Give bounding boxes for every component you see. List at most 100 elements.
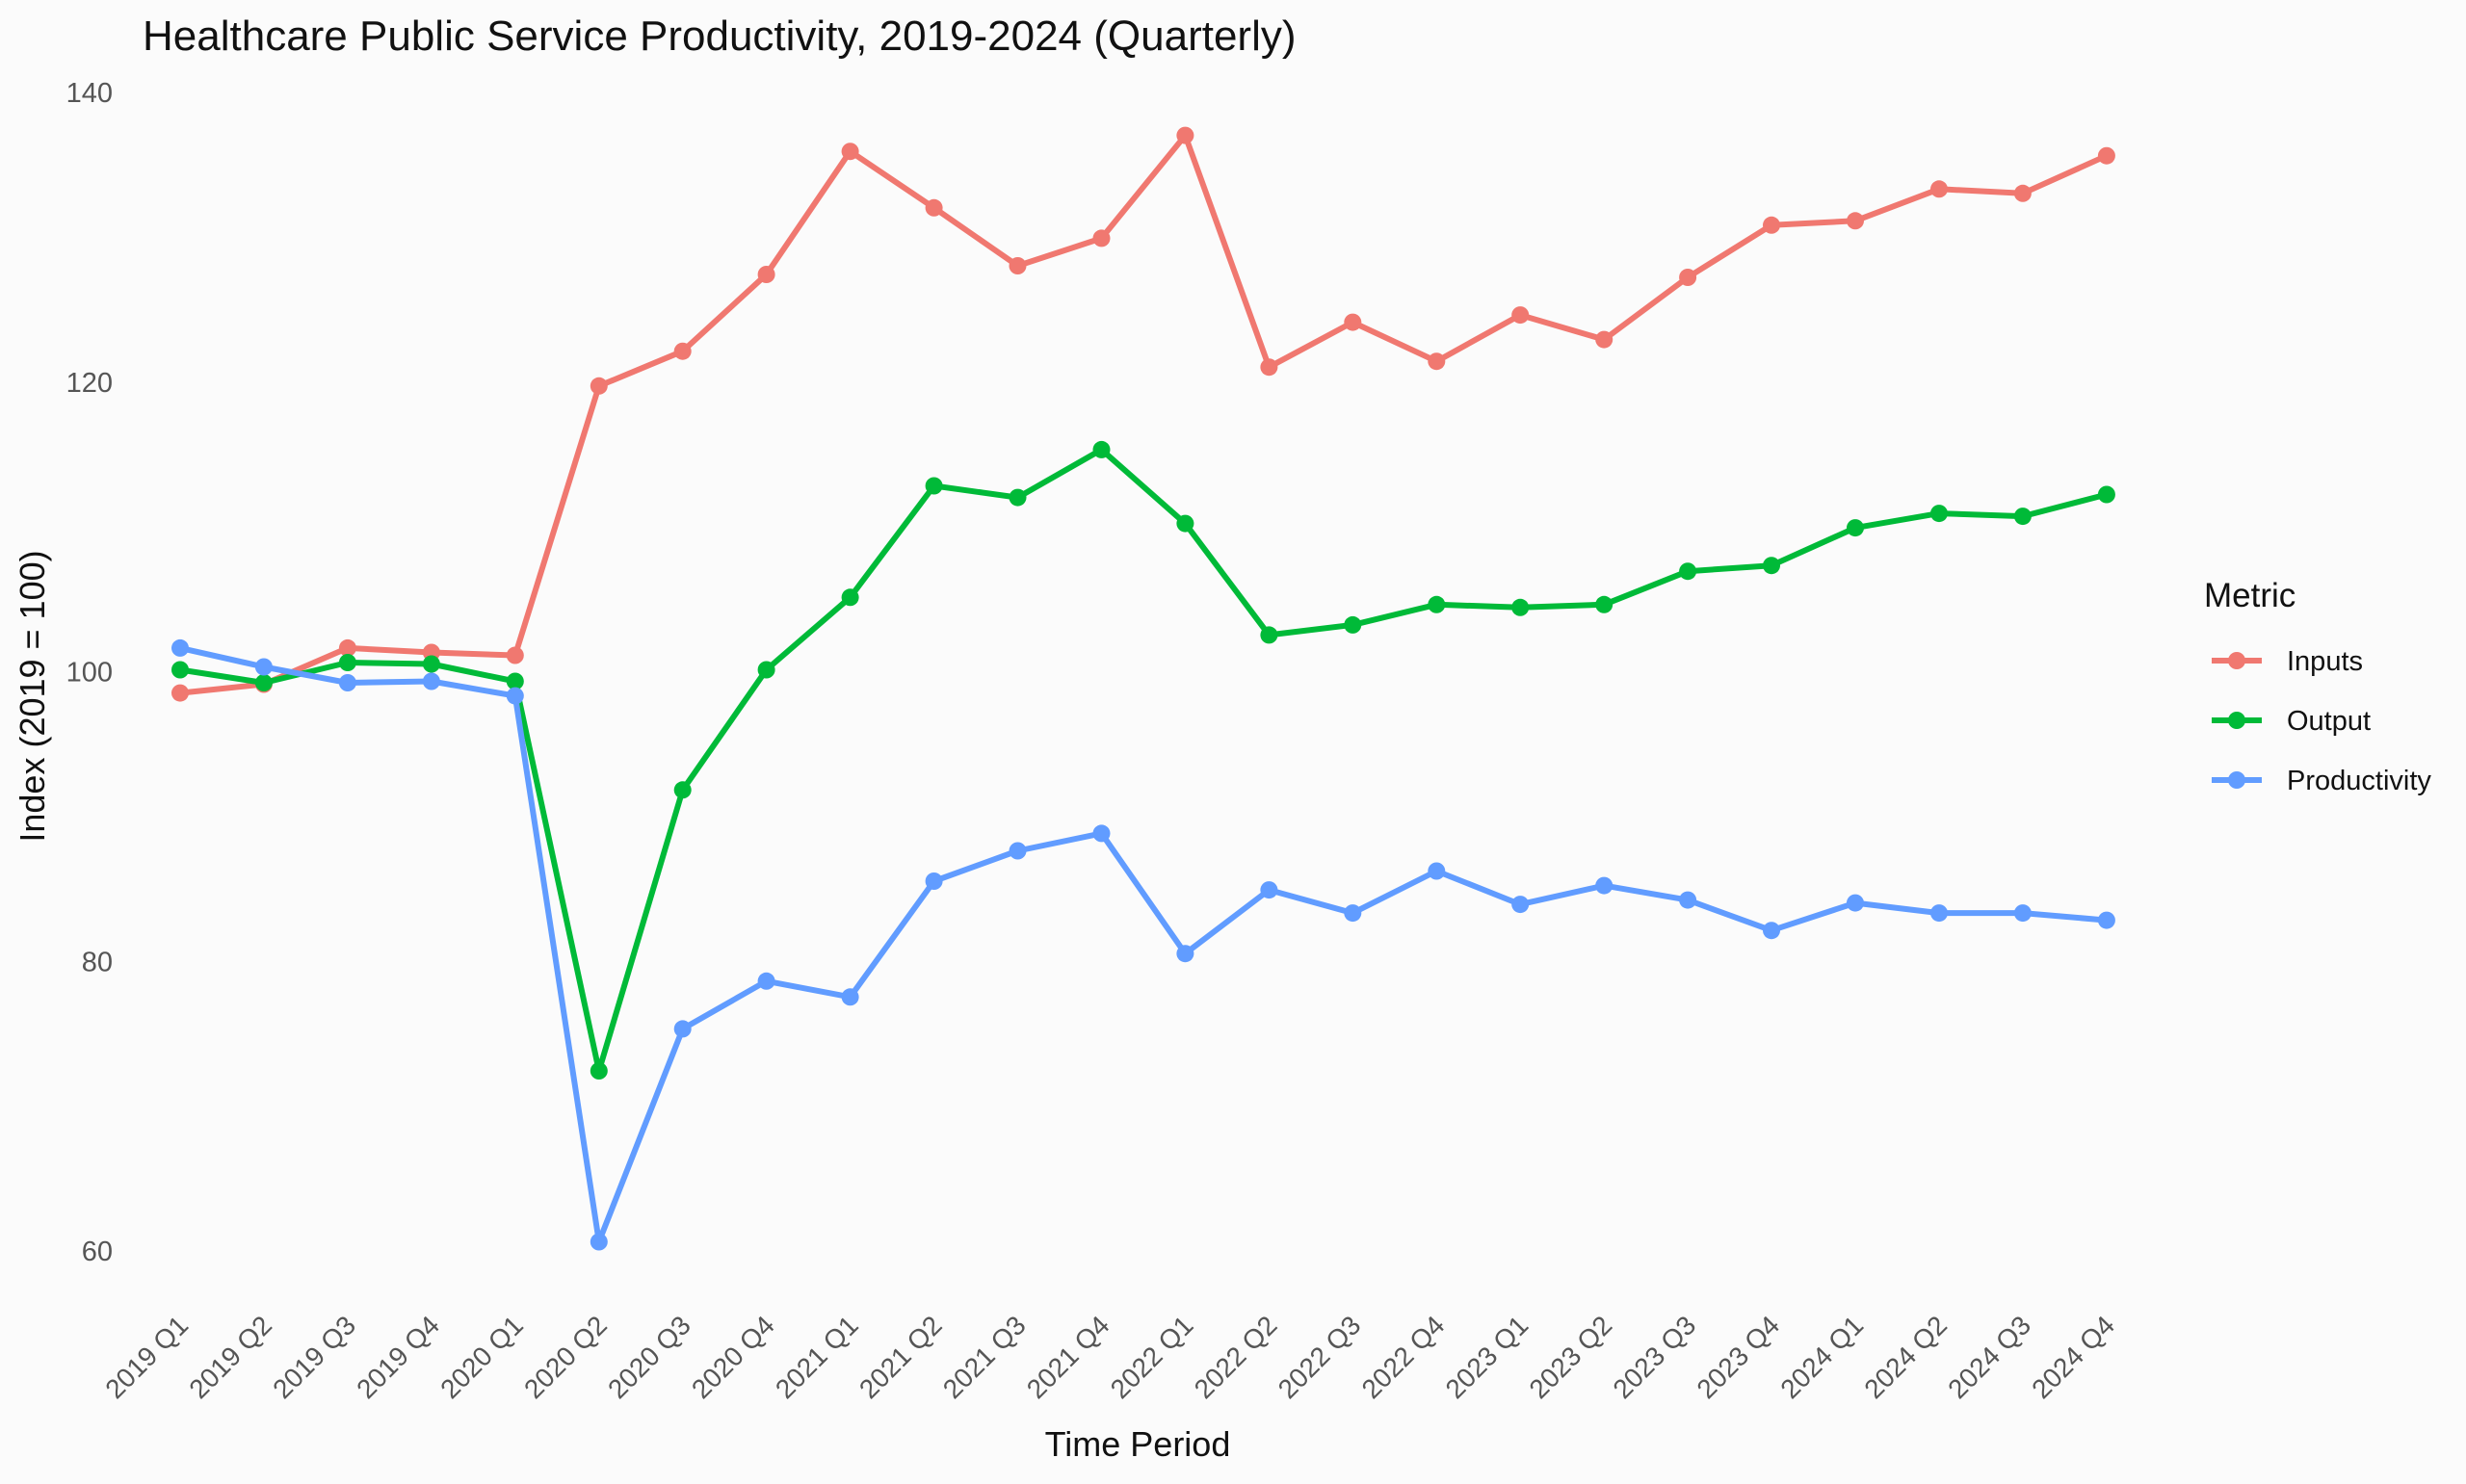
data-point xyxy=(1428,595,1446,613)
data-point xyxy=(1679,269,1697,286)
data-point xyxy=(1176,514,1194,533)
data-point xyxy=(1930,180,1948,198)
data-point xyxy=(506,672,524,690)
data-point xyxy=(171,661,189,679)
data-point xyxy=(1176,126,1194,144)
data-point xyxy=(338,674,356,691)
series-line xyxy=(177,446,2110,1074)
data-point xyxy=(2013,904,2032,923)
series-line xyxy=(177,132,2110,696)
data-point xyxy=(1595,595,1613,613)
y-tick-label: 120 xyxy=(66,368,113,399)
data-point xyxy=(1092,824,1111,843)
data-point xyxy=(1679,562,1697,581)
data-point xyxy=(1763,922,1780,940)
data-point xyxy=(254,658,273,676)
data-point xyxy=(1763,557,1780,575)
data-point xyxy=(757,661,775,679)
legend-item: Inputs xyxy=(2212,646,2363,677)
legend-swatch-point xyxy=(2228,652,2245,669)
data-point xyxy=(1511,306,1530,325)
y-tick-label: 140 xyxy=(66,78,113,109)
data-point xyxy=(254,674,273,691)
legend-label: Inputs xyxy=(2287,646,2363,677)
data-point xyxy=(1092,440,1111,458)
y-tick-label: 100 xyxy=(66,658,113,689)
data-point xyxy=(925,477,943,495)
data-point xyxy=(1847,894,1864,912)
legend: Metric Inputs Output Productivity xyxy=(2204,577,2431,796)
data-point xyxy=(1763,216,1780,234)
data-point xyxy=(1595,330,1613,349)
y-tick-label: 60 xyxy=(82,1237,113,1267)
data-point xyxy=(422,672,440,690)
data-point xyxy=(1679,891,1697,909)
data-point xyxy=(1260,358,1278,377)
data-point xyxy=(590,377,608,395)
data-point xyxy=(1930,505,1948,523)
data-point xyxy=(757,972,775,990)
data-point xyxy=(1930,904,1948,923)
series-output xyxy=(171,440,2115,1080)
data-point xyxy=(171,684,189,702)
data-point xyxy=(673,1020,692,1038)
legend-item: Output xyxy=(2212,706,2371,737)
series-productivity xyxy=(171,638,2115,1251)
legend-swatch-point xyxy=(2228,771,2245,789)
legend-label: Productivity xyxy=(2287,766,2431,796)
legend-item: Productivity xyxy=(2212,766,2431,796)
data-point xyxy=(2097,485,2115,504)
chart-title: Healthcare Public Service Productivity, … xyxy=(143,13,1297,60)
data-point xyxy=(590,1062,608,1080)
series-layer xyxy=(171,126,2115,1251)
legend-title: Metric xyxy=(2204,577,2295,614)
data-point xyxy=(1092,229,1111,247)
data-point xyxy=(1176,945,1194,963)
data-point xyxy=(1009,257,1027,274)
data-point xyxy=(2013,184,2032,202)
data-point xyxy=(2013,508,2032,526)
y-axis-label: Index (2019 = 100) xyxy=(13,550,52,842)
data-point xyxy=(1260,881,1278,899)
data-point xyxy=(1428,352,1446,371)
data-point xyxy=(841,588,859,607)
data-point xyxy=(2097,146,2115,165)
x-axis-label: Time Period xyxy=(1045,1424,1231,1464)
data-point xyxy=(171,638,189,657)
data-point xyxy=(1344,615,1362,634)
data-point xyxy=(925,872,943,890)
data-point xyxy=(1511,896,1530,914)
data-point xyxy=(1344,313,1362,331)
data-point xyxy=(673,342,692,360)
data-point xyxy=(757,266,775,283)
data-point xyxy=(338,638,356,657)
data-point xyxy=(1511,598,1530,616)
data-point xyxy=(841,988,859,1006)
legend-swatch-point xyxy=(2228,712,2245,729)
data-point xyxy=(2097,911,2115,929)
data-point xyxy=(1428,862,1446,880)
data-point xyxy=(506,646,524,664)
legend-label: Output xyxy=(2287,706,2371,737)
data-point xyxy=(1847,519,1864,537)
series-line xyxy=(177,644,2110,1245)
data-point xyxy=(841,143,859,161)
data-point xyxy=(1847,212,1864,230)
data-point xyxy=(1009,488,1027,507)
data-point xyxy=(506,687,524,705)
data-point xyxy=(1009,842,1027,860)
data-point xyxy=(590,1233,608,1251)
y-axis-ticks: 60 80 100 120 140 xyxy=(66,78,113,1267)
data-point xyxy=(1344,904,1362,923)
data-point xyxy=(1260,626,1278,644)
legend-items: Inputs Output Productivity xyxy=(2212,646,2431,796)
series-inputs xyxy=(171,126,2115,702)
data-point xyxy=(338,654,356,671)
data-point xyxy=(673,781,692,799)
data-point xyxy=(422,655,440,673)
data-point xyxy=(925,198,943,217)
data-point xyxy=(1595,876,1613,895)
